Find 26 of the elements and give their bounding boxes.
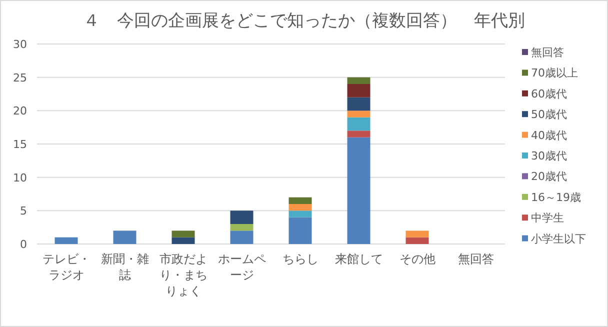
y-tick-label: 0 <box>20 238 27 251</box>
legend-label: 60歳代 <box>531 87 567 100</box>
x-tick-label: ホームページ <box>218 252 266 282</box>
legend-label: 20歳代 <box>531 170 567 184</box>
y-tick-label: 10 <box>13 171 27 184</box>
legend-label: 小学生以下 <box>531 232 586 246</box>
legend-label: 50歳代 <box>531 108 567 122</box>
x-tick-label: 無回答 <box>458 252 494 266</box>
x-tick-label: 市政だより・まちりょく <box>159 252 208 298</box>
legend-label: 16～19歳 <box>531 190 581 204</box>
y-tick-label: 20 <box>13 104 27 118</box>
title: ４ 今回の企画展をどこで知ったか（複数回答） 年代別 <box>83 11 525 31</box>
y-tick-label: 5 <box>20 204 27 218</box>
x-tick-label: ちらし <box>282 252 318 266</box>
x-tick-label: テレビ・ラジオ <box>42 252 90 282</box>
y-tick-label: 30 <box>13 38 27 51</box>
legend-label: 40歳代 <box>531 128 567 142</box>
x-tick-label: 来館して <box>334 252 383 266</box>
legend-label: 30歳代 <box>531 150 567 162</box>
x-tick-label: その他 <box>399 252 436 266</box>
legend-label: 中学生 <box>531 212 564 225</box>
legend-label: 無回答 <box>531 46 564 59</box>
y-tick-label: 25 <box>13 71 27 84</box>
y-tick-label: 15 <box>13 138 27 151</box>
x-tick-label: 新聞・雑誌 <box>100 252 149 282</box>
legend-label: 70歳以上 <box>531 66 578 80</box>
